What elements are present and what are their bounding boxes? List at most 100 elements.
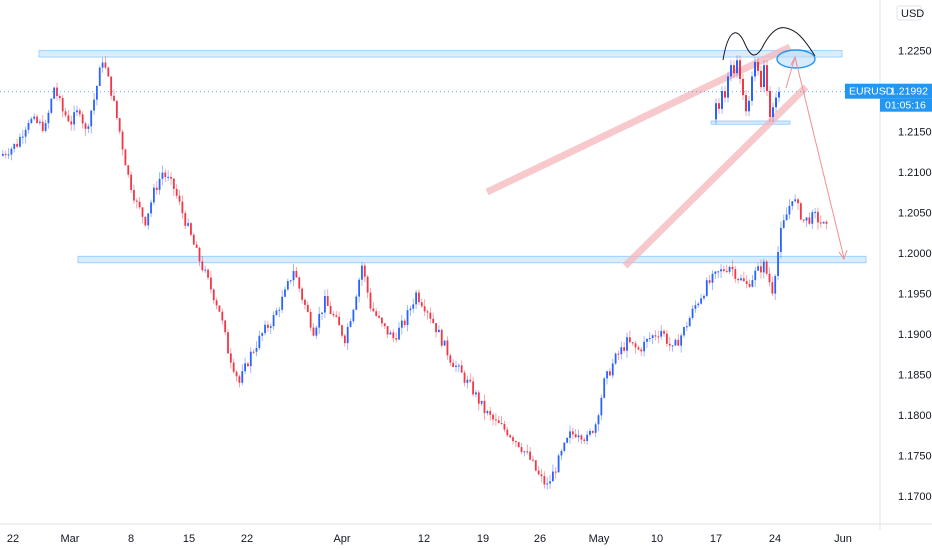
candle-down (580, 433, 583, 445)
candle-body (218, 305, 221, 312)
candle-body (720, 269, 722, 272)
candle-up (569, 425, 571, 444)
candle-body (221, 311, 224, 321)
candle-up (774, 274, 777, 300)
y-tick-label: 1.19000 (898, 329, 932, 341)
candle-down (574, 428, 577, 439)
candle-down (238, 374, 241, 388)
candle-body (104, 62, 107, 68)
candle-down (497, 415, 500, 424)
candle-down (81, 111, 84, 129)
candle-body (791, 201, 794, 206)
candle-body (118, 118, 121, 132)
candle-body (392, 332, 395, 339)
candle-body (343, 335, 346, 344)
x-tick-label: 10 (651, 533, 663, 545)
candle-up (96, 85, 98, 106)
candle-body (415, 292, 417, 305)
candle-down (429, 307, 432, 324)
candle-body (769, 91, 771, 117)
candle-body (623, 347, 626, 351)
candle-down (201, 256, 204, 273)
candle-body (324, 296, 326, 313)
candle-up (409, 305, 412, 316)
candle-body (135, 200, 138, 202)
candle-body (329, 305, 332, 314)
candle-down (363, 263, 366, 283)
candle-down (517, 441, 520, 449)
candle-body (292, 270, 295, 281)
candle-up (523, 450, 526, 457)
candle-down (506, 426, 509, 438)
candle-up (19, 133, 21, 148)
candle-body (566, 437, 569, 443)
candle-up (346, 323, 349, 351)
candle-body (24, 129, 27, 137)
candle-down (825, 219, 828, 230)
candle-down (141, 206, 144, 224)
candle-up (480, 400, 483, 407)
candle-down (16, 139, 18, 148)
candle-up (269, 323, 272, 334)
candle-body (261, 333, 264, 336)
candle-up (620, 341, 623, 360)
candle-up (318, 306, 321, 334)
candle-body (289, 280, 292, 282)
candle-up (700, 293, 702, 305)
candle-body (663, 331, 665, 334)
double-top-sketch (722, 27, 816, 61)
candle-body (597, 415, 600, 425)
candle-body (255, 348, 258, 352)
candle-body (358, 279, 360, 297)
candle-body (229, 353, 232, 363)
candle-down (235, 370, 238, 382)
candle-body (777, 251, 779, 277)
candle-up (241, 364, 244, 386)
candle-body (27, 122, 30, 130)
candle-body (70, 121, 73, 125)
candle-body (497, 420, 500, 424)
candle-body (195, 244, 198, 248)
candle-down (127, 164, 130, 178)
candle-body (514, 441, 517, 443)
candle-up (349, 318, 352, 328)
candle-up (50, 97, 53, 115)
candle-body (526, 451, 529, 453)
currency-label: USD (901, 8, 924, 20)
candle-up (412, 298, 415, 313)
candle-body (745, 95, 747, 112)
candle-body (452, 362, 455, 368)
candle-up (788, 199, 791, 220)
candle-body (412, 304, 415, 309)
candle-up (278, 307, 281, 318)
candle-body (212, 289, 215, 301)
candle-down (36, 114, 38, 125)
candle-body (715, 103, 717, 120)
candle-body (355, 296, 358, 310)
candle-down (583, 437, 586, 445)
candle-body (1, 153, 4, 156)
candle-body (301, 288, 303, 300)
candle-body (227, 332, 229, 354)
candle-body (600, 397, 603, 416)
candle-down (769, 86, 771, 122)
candle-down (221, 308, 224, 325)
candle-up (33, 113, 36, 121)
candle-body (369, 292, 372, 309)
candle-body (363, 265, 366, 277)
candle-body (571, 431, 574, 435)
candle-down (571, 427, 574, 440)
candle-up (597, 413, 600, 432)
candle-body (697, 303, 700, 306)
candle-body (10, 148, 13, 155)
candle-up (292, 263, 295, 287)
candle-body (207, 269, 209, 278)
candle-body (398, 327, 400, 340)
candle-body (281, 296, 284, 310)
candle-body (480, 400, 483, 404)
candle-body (170, 176, 172, 179)
candle-down (61, 94, 64, 118)
candle-up (683, 326, 685, 338)
candle-body (198, 247, 201, 262)
